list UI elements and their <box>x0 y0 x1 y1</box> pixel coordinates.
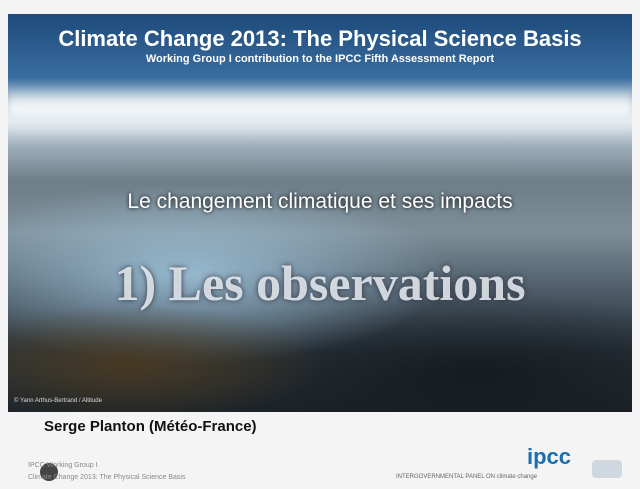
slide-image: Climate Change 2013: The Physical Scienc… <box>8 14 632 412</box>
heading: Le changement climatique et ses impacts <box>8 190 632 214</box>
slide-page: Climate Change 2013: The Physical Scienc… <box>0 0 640 489</box>
clouds <box>8 86 632 136</box>
title: Climate Change 2013: The Physical Scienc… <box>8 26 632 52</box>
wg-line: IPCC Working Group I <box>28 462 98 469</box>
partner-logos <box>592 460 622 478</box>
panel-name: INTERGOVERNMENTAL PANEL ON climate chang… <box>396 474 537 480</box>
subtitle: Working Group I contribution to the IPCC… <box>8 53 632 65</box>
presenter: Serge Planton (Météo-France) <box>44 418 257 435</box>
ipcc-logo: ipcc <box>527 444 571 470</box>
wg-line: Climate Change 2013: The Physical Scienc… <box>28 474 185 481</box>
photo-credit: © Yann Arthus-Bertrand / Altitude <box>14 398 102 404</box>
subheading: 1) Les observations <box>8 254 632 312</box>
